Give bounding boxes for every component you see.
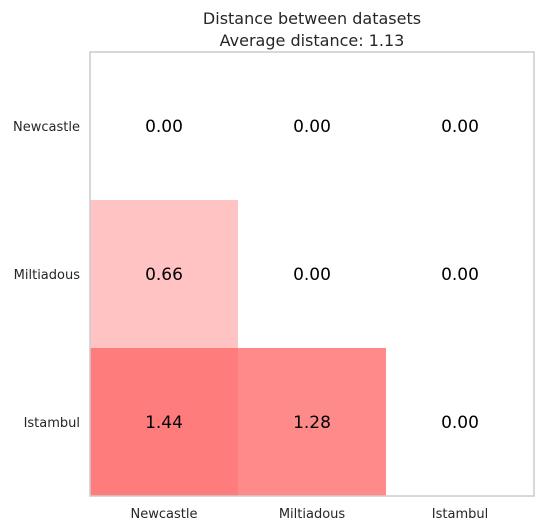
heatmap-cells [90, 52, 534, 496]
cell-value-label-r1-c2: 0.00 [441, 265, 479, 285]
cell-value-label-r1-c1: 0.00 [293, 265, 331, 285]
cell-value-label-r2-c2: 0.00 [441, 413, 479, 433]
chart-subtitle: Average distance: 1.13 [220, 31, 405, 50]
cell-value-label-r0-c2: 0.00 [441, 117, 479, 137]
heatmap-cell-r1-c0 [90, 200, 238, 348]
heatmap-cell-r2-c0 [90, 348, 238, 496]
cell-value-label-r0-c0: 0.00 [145, 117, 183, 137]
x-tick-label-2: Istambul [432, 507, 488, 522]
cell-value-label-r0-c1: 0.00 [293, 117, 331, 137]
heatmap-cell-r2-c2 [386, 348, 534, 496]
y-tick-label-0: Newcastle [13, 120, 80, 135]
heatmap-cell-labels: 0.00 0.00 0.00 0.66 0.00 0.00 1.44 1.28 0.00 [145, 117, 479, 433]
y-tick-label-1: Miltiadous [14, 268, 81, 283]
heatmap-cell-r1-c1 [238, 200, 386, 348]
x-tick-label-1: Miltiadous [279, 507, 346, 522]
y-tick-label-2: Istambul [24, 416, 80, 431]
x-tick-label-0: Newcastle [131, 507, 198, 522]
x-tick-labels: Newcastle Miltiadous Istambul [131, 507, 489, 522]
chart-title: Distance between datasets [203, 9, 421, 28]
heatmap-cell-r1-c2 [386, 200, 534, 348]
heatmap-cell-r2-c1 [238, 348, 386, 496]
cell-value-label-r2-c1: 1.28 [293, 413, 331, 433]
heatmap-cell-r0-c1 [238, 52, 386, 200]
y-tick-labels: Newcastle Miltiadous Istambul [13, 120, 80, 431]
heatmap-cell-r0-c2 [386, 52, 534, 200]
heatmap-cell-r0-c0 [90, 52, 238, 200]
cell-value-label-r1-c0: 0.66 [145, 265, 183, 285]
cell-value-label-r2-c0: 1.44 [145, 413, 183, 433]
plot-frame [89, 51, 535, 497]
